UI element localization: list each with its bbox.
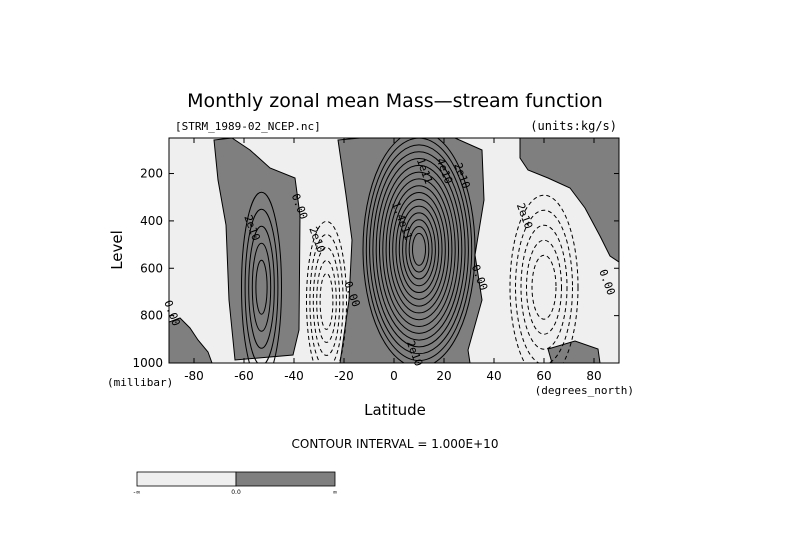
colorbar-positive-swatch	[235, 471, 336, 487]
colorbar-negative-swatch	[136, 471, 237, 487]
y-tick-label: 800	[140, 309, 163, 323]
hadley-positive-cell-contour-4	[372, 151, 466, 348]
positive-region-3	[519, 138, 619, 263]
x-tick-label: -20	[334, 369, 354, 383]
x-axis-units: (degrees_north)	[535, 384, 634, 397]
hadley-positive-cell-contour-11	[395, 198, 443, 300]
southern-negative-cell-contour-4	[316, 259, 337, 343]
x-tick-label: 0	[390, 369, 398, 383]
southern-positive-cell-contour-3	[248, 225, 275, 349]
colorbar: -∞ 0.0 ∞	[133, 471, 338, 496]
hadley-positive-cell-contour-9	[388, 185, 450, 314]
hadley-positive-cell-contour-13	[402, 212, 436, 287]
chart-title: Monthly zonal mean Mass—stream function	[187, 90, 603, 112]
contour-interval-text: CONTOUR INTERVAL = 1.000E+10	[292, 437, 499, 451]
y-tick-label: 200	[140, 167, 163, 181]
northern-negative-cell-contour-5	[531, 254, 557, 320]
y-axis-units: (millibar)	[107, 376, 173, 389]
x-tick-label: 60	[536, 369, 551, 383]
x-tick-label: 80	[586, 369, 601, 383]
hadley-positive-cell-contour-16	[412, 232, 426, 266]
southern-negative-cell-contour-2	[309, 233, 344, 363]
x-tick-label: 20	[436, 369, 451, 383]
x-axis-ticks: -80 -60 -40 -20 0 20 40 60 80	[184, 138, 602, 383]
x-tick-label: -40	[284, 369, 304, 383]
hadley-positive-cell-contour-7	[382, 171, 456, 328]
hadley-positive-cell-contour-15	[408, 226, 430, 273]
positive-region-4	[169, 317, 213, 363]
file-label: [STRM_1989-02_NCEP.nc]	[175, 120, 321, 133]
southern-positive-cell-contour-5	[255, 259, 268, 315]
plot-area	[169, 138, 619, 363]
colorbar-label-max: ∞	[333, 489, 338, 496]
hadley-positive-cell-contour-10	[392, 192, 446, 307]
colorbar-label-zero: 0.0	[231, 489, 241, 496]
northern-negative-cell-contour-3	[520, 224, 568, 350]
x-tick-label: -60	[234, 369, 254, 383]
northern-negative-cell-contour-2	[515, 209, 573, 363]
southern-positive-cell-contour-1	[241, 191, 282, 363]
hadley-positive-cell-contour-3	[369, 144, 469, 355]
southern-negative-cell-contour-3	[312, 246, 341, 356]
hadley-positive-cell-contour-12	[398, 205, 440, 294]
hadley-positive-cell-contour-6	[379, 164, 459, 334]
southern-negative-cell-contour-1	[306, 220, 347, 363]
hadley-positive-cell-contour-8	[385, 178, 453, 321]
southern-positive-cell-contour-4	[251, 242, 272, 332]
northern-negative-cell-contour-1	[509, 194, 579, 363]
x-axis-label: Latitude	[364, 401, 426, 419]
positive-region-5	[547, 340, 601, 363]
colorbar-label-min: -∞	[133, 489, 140, 496]
x-tick-label: 40	[486, 369, 501, 383]
y-tick-label: 1000	[132, 356, 163, 370]
x-tick-label: -80	[184, 369, 204, 383]
hadley-positive-cell-contour-14	[405, 219, 433, 280]
southern-negative-cell-contour-5	[319, 272, 334, 330]
hadley-positive-cell-contour-5	[375, 158, 463, 341]
units-label: (units:kg/s)	[530, 119, 617, 133]
y-axis-ticks: 200 400 600 800 1000	[132, 167, 619, 370]
y-tick-label: 400	[140, 214, 163, 228]
y-tick-label: 600	[140, 261, 163, 275]
hadley-positive-cell-contour-1	[362, 138, 476, 363]
southern-positive-cell-contour-2	[244, 208, 279, 363]
y-axis-label: Level	[108, 230, 126, 270]
northern-negative-cell-contour-4	[526, 239, 562, 335]
